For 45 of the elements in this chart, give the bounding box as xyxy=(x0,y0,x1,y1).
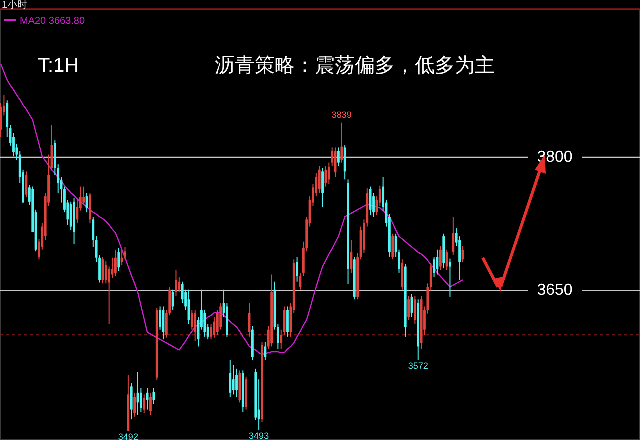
y-tick-label: 3650 xyxy=(537,282,573,300)
annotation: 3492 xyxy=(118,432,138,440)
candlestick xyxy=(130,382,133,420)
candlestick xyxy=(439,246,442,271)
annotation: 1小时 xyxy=(2,0,28,11)
candlestick xyxy=(322,168,324,208)
candlestick xyxy=(152,388,156,405)
candlestick xyxy=(114,249,117,278)
candlestick xyxy=(392,233,394,260)
candlestick xyxy=(150,392,152,416)
legend-label: MA20 3663.80 xyxy=(20,16,86,27)
candlestick xyxy=(296,256,298,282)
candlestick xyxy=(318,166,321,194)
candlestick xyxy=(134,392,136,418)
annotation: 3493 xyxy=(249,431,270,440)
candlestick xyxy=(408,296,410,321)
candlestick xyxy=(229,360,232,398)
candlestick xyxy=(236,368,238,398)
annotation: 3572 xyxy=(408,361,428,372)
candlestick xyxy=(414,296,416,326)
candlestick xyxy=(264,342,267,361)
candlestick xyxy=(401,259,404,290)
candlestick xyxy=(178,276,181,294)
text: 沥青策略：震荡偏多，低多为主 xyxy=(215,54,495,77)
candlestick xyxy=(118,248,120,272)
candlestick xyxy=(340,122,344,164)
annotation: 3839 xyxy=(332,110,352,120)
candlestick xyxy=(338,147,340,167)
candlestick xyxy=(146,388,149,410)
candlestick xyxy=(328,162,330,185)
candlestick xyxy=(120,249,124,266)
candlestick xyxy=(194,310,197,342)
annotation: T:1H xyxy=(38,55,80,77)
candlestick xyxy=(70,201,72,231)
candlestick xyxy=(286,306,289,338)
candlestick xyxy=(175,270,178,297)
candlestick xyxy=(232,364,235,396)
candlestick xyxy=(344,144,346,180)
candlestick xyxy=(159,306,162,330)
candlestick xyxy=(449,258,452,298)
candlestick xyxy=(82,186,86,206)
candlestick xyxy=(369,186,372,216)
candlestick xyxy=(452,216,455,256)
candlestick xyxy=(190,310,194,330)
candlestick xyxy=(143,394,146,414)
